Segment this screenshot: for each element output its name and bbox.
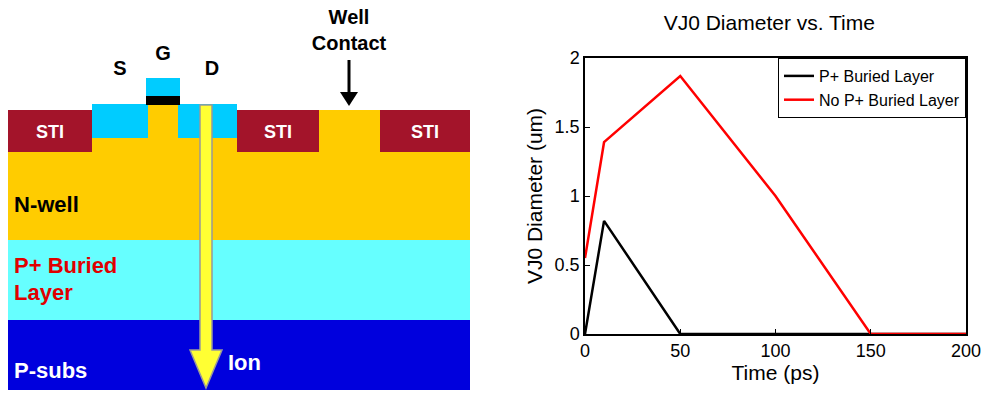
svg-text:1.5: 1.5 bbox=[555, 117, 580, 137]
svg-text:VJ0 Diameter vs. Time: VJ0 Diameter vs. Time bbox=[664, 11, 875, 34]
svg-text:STI: STI bbox=[36, 122, 64, 142]
svg-text:D: D bbox=[205, 57, 219, 79]
svg-text:Ion: Ion bbox=[228, 350, 261, 375]
svg-text:VJ0 Diameter (um): VJ0 Diameter (um) bbox=[523, 108, 546, 284]
svg-text:N-well: N-well bbox=[14, 192, 79, 217]
svg-text:200: 200 bbox=[951, 341, 981, 361]
svg-text:STI: STI bbox=[411, 122, 439, 142]
svg-text:No P+ Buried Layer: No P+ Buried Layer bbox=[819, 92, 960, 109]
svg-text:Contact: Contact bbox=[312, 32, 387, 54]
svg-text:100: 100 bbox=[760, 341, 790, 361]
svg-text:2: 2 bbox=[570, 48, 580, 68]
svg-text:1: 1 bbox=[570, 186, 580, 206]
svg-text:0.5: 0.5 bbox=[555, 255, 580, 275]
svg-text:STI: STI bbox=[264, 122, 292, 142]
svg-text:150: 150 bbox=[856, 341, 886, 361]
svg-text:G: G bbox=[155, 42, 171, 64]
svg-text:Layer: Layer bbox=[14, 280, 73, 305]
svg-text:P+ Buried Layer: P+ Buried Layer bbox=[819, 68, 935, 85]
svg-text:0: 0 bbox=[580, 341, 590, 361]
svg-text:Time (ps): Time (ps) bbox=[732, 361, 820, 384]
svg-text:Well: Well bbox=[329, 6, 370, 28]
svg-text:50: 50 bbox=[670, 341, 690, 361]
svg-text:S: S bbox=[113, 57, 126, 79]
svg-text:P+ Buried: P+ Buried bbox=[14, 253, 117, 278]
svg-text:P-subs: P-subs bbox=[14, 358, 87, 383]
svg-text:0: 0 bbox=[570, 324, 580, 344]
